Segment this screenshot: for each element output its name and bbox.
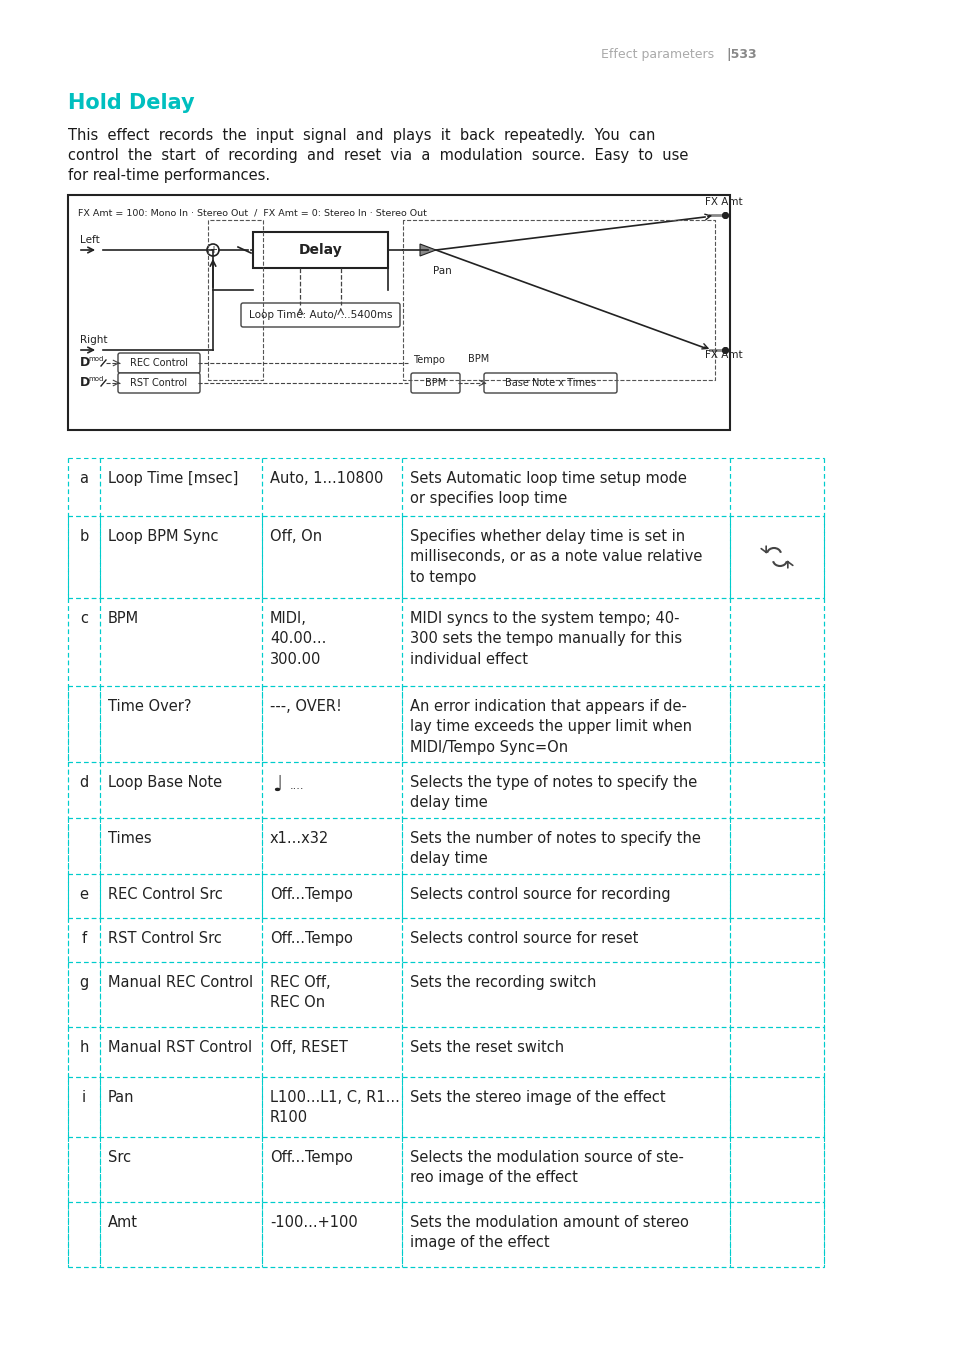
Text: Off, On: Off, On [270,529,322,544]
Text: This  effect  records  the  input  signal  and  plays  it  back  repeatedly.  Yo: This effect records the input signal and… [68,129,655,144]
Text: mod: mod [88,376,103,382]
Text: Sets Automatic loop time setup mode
or specifies loop time: Sets Automatic loop time setup mode or s… [410,471,686,506]
Bar [253,232,388,268]
Text: Delay: Delay [298,242,342,257]
Text: Amt: Amt [108,1215,138,1229]
Text: Auto, 1...10800: Auto, 1...10800 [270,471,383,486]
FancyBboxPatch shape [118,372,200,393]
Text: BPM: BPM [468,353,489,364]
Text: RST Control Src: RST Control Src [108,932,222,946]
Text: Src: Src [108,1150,131,1164]
Text: ---, OVER!: ---, OVER! [270,699,341,714]
Text: x1...x32: x1...x32 [270,831,329,846]
Text: Sets the recording switch: Sets the recording switch [410,975,596,990]
Text: i: i [82,1090,86,1105]
Text: BPM: BPM [108,611,139,626]
Text: MIDI,
40.00...
300.00: MIDI, 40.00... 300.00 [270,611,326,666]
Text: D: D [80,356,91,370]
Text: h: h [79,1040,89,1055]
Text: Off...Tempo: Off...Tempo [270,932,353,946]
Text: Sets the number of notes to specify the
delay time: Sets the number of notes to specify the … [410,831,700,867]
Text: Specifies whether delay time is set in
milliseconds, or as a note value relative: Specifies whether delay time is set in m… [410,529,701,585]
Text: Loop Time: Auto/ ...5400ms: Loop Time: Auto/ ...5400ms [249,310,392,320]
Text: c: c [80,611,88,626]
Text: Sets the reset switch: Sets the reset switch [410,1040,563,1055]
Text: Manual REC Control: Manual REC Control [108,975,253,990]
Text: +: + [209,245,216,255]
Text: b: b [79,529,89,544]
Text: ♩: ♩ [272,774,282,795]
Text: Sets the modulation amount of stereo
image of the effect: Sets the modulation amount of stereo ima… [410,1215,688,1250]
Text: a: a [79,471,89,486]
Text: Loop Base Note: Loop Base Note [108,774,222,789]
Text: d: d [79,774,89,789]
Text: Selects control source for recording: Selects control source for recording [410,887,670,902]
Text: FX Amt: FX Amt [704,196,741,207]
FancyBboxPatch shape [241,303,399,328]
Text: g: g [79,975,89,990]
FancyBboxPatch shape [411,372,459,393]
Text: RST Control: RST Control [131,378,188,389]
FancyBboxPatch shape [118,353,200,372]
Text: Hold Delay: Hold Delay [68,93,194,112]
Text: Tempo: Tempo [413,355,444,366]
Bar [68,195,729,431]
Text: Off, RESET: Off, RESET [270,1040,348,1055]
Text: An error indication that appears if de-
lay time exceeds the upper limit when
MI: An error indication that appears if de- … [410,699,691,754]
Text: f: f [81,932,87,946]
Text: L100...L1, C, R1...
R100: L100...L1, C, R1... R100 [270,1090,399,1125]
Text: Manual RST Control: Manual RST Control [108,1040,252,1055]
Text: Selects control source for reset: Selects control source for reset [410,932,638,946]
Text: Loop Time [msec]: Loop Time [msec] [108,471,238,486]
Text: for real-time performances.: for real-time performances. [68,168,270,183]
Text: Off...Tempo: Off...Tempo [270,1150,353,1164]
Text: BPM: BPM [424,378,446,389]
Text: Sets the stereo image of the effect: Sets the stereo image of the effect [410,1090,665,1105]
Text: ....: .... [290,781,304,791]
Text: Time Over?: Time Over? [108,699,192,714]
Text: control  the  start  of  recording  and  reset  via  a  modulation  source.  Eas: control the start of recording and reset… [68,148,688,162]
Text: mod: mod [88,356,103,362]
Text: e: e [79,887,89,902]
Text: Loop BPM Sync: Loop BPM Sync [108,529,218,544]
Text: Pan: Pan [108,1090,134,1105]
Text: REC Control: REC Control [130,357,188,368]
Polygon shape [419,244,436,256]
FancyBboxPatch shape [483,372,617,393]
Text: FX Amt: FX Amt [704,349,741,360]
Text: -100...+100: -100...+100 [270,1215,357,1229]
Text: Base Note x Times: Base Note x Times [504,378,596,389]
Text: REC Control Src: REC Control Src [108,887,223,902]
Text: Left: Left [80,236,100,245]
Text: Selects the modulation source of ste-
reo image of the effect: Selects the modulation source of ste- re… [410,1150,683,1185]
Text: FX Amt = 100: Mono In · Stereo Out  /  FX Amt = 0: Stereo In · Stereo Out: FX Amt = 100: Mono In · Stereo Out / FX … [78,209,426,218]
Text: Pan: Pan [433,265,452,276]
Text: REC Off,
REC On: REC Off, REC On [270,975,331,1010]
Text: MIDI syncs to the system tempo; 40-
300 sets the tempo manually for this
individ: MIDI syncs to the system tempo; 40- 300 … [410,611,681,666]
Text: D: D [80,376,91,390]
Text: Off...Tempo: Off...Tempo [270,887,353,902]
Text: Right: Right [80,334,108,345]
Text: Selects the type of notes to specify the
delay time: Selects the type of notes to specify the… [410,774,697,811]
Text: Times: Times [108,831,152,846]
Text: |533: |533 [725,47,756,61]
Text: Effect parameters: Effect parameters [600,47,725,61]
